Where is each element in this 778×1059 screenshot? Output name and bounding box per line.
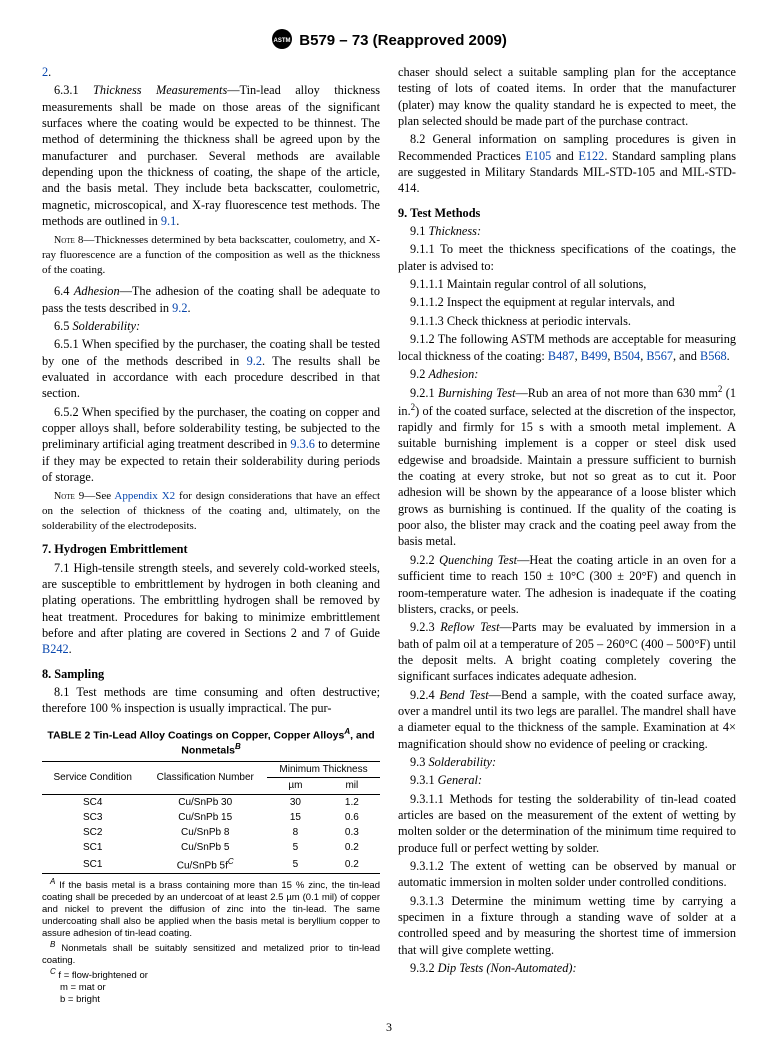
page-header: ASTM B579 – 73 (Reapproved 2009) bbox=[42, 28, 736, 54]
para-9-2-1: 9.2.1 Burnishing Test—Rub an area of not… bbox=[398, 384, 736, 550]
section-7-title: 7. Hydrogen Embrittlement bbox=[42, 541, 380, 557]
th-mil: mil bbox=[324, 778, 380, 794]
table-row: SC3Cu/SnPb 15150.6 bbox=[42, 810, 380, 825]
para-9-1-1: 9.1.1 To meet the thickness specificatio… bbox=[398, 241, 736, 274]
para-6-5-head: 6.5 Solderability: bbox=[42, 318, 380, 334]
page-number: 3 bbox=[42, 1020, 736, 1035]
note-9: Note 9—See Appendix X2 for design consid… bbox=[42, 489, 380, 533]
para-9-1-head: 9.1 Thickness: bbox=[398, 223, 736, 239]
table-row: SC1Cu/SnPb 550.2 bbox=[42, 840, 380, 855]
para-8-1-cont: chaser should select a suitable sampling… bbox=[398, 64, 736, 129]
table-2-grid: Service Condition Classification Number … bbox=[42, 761, 380, 874]
th-min: Minimum Thickness bbox=[267, 761, 380, 777]
table-2-title: TABLE 2 Tin-Lead Alloy Coatings on Coppe… bbox=[42, 727, 380, 757]
body-columns: 2. 6.3.1 Thickness Measurements—Tin-lead… bbox=[42, 64, 736, 1006]
section-8-title: 8. Sampling bbox=[42, 666, 380, 682]
para-7-1: 7.1 High-tensile strength steels, and se… bbox=[42, 560, 380, 658]
para-9-1-1-3: 9.1.1.3 Check thickness at periodic inte… bbox=[398, 313, 736, 329]
para-9-2-3: 9.2.3 Reflow Test—Parts may be evaluated… bbox=[398, 619, 736, 684]
table-row: SC1Cu/SnPb 5fC50.2 bbox=[42, 856, 380, 874]
para-9-3-1-3: 9.3.1.3 Determine the minimum wetting ti… bbox=[398, 893, 736, 958]
para-8-2: 8.2 General information on sampling proc… bbox=[398, 131, 736, 196]
th-class: Classification Number bbox=[143, 761, 267, 794]
para-9-3-2-head: 9.3.2 Dip Tests (Non-Automated): bbox=[398, 960, 736, 976]
para-9-3-head: 9.3 Solderability: bbox=[398, 754, 736, 770]
para-6-5-2: 6.5.2 When specified by the purchaser, t… bbox=[42, 404, 380, 486]
table-2-footnotes: A If the basis metal is a brass containi… bbox=[42, 877, 380, 1005]
page: ASTM B579 – 73 (Reapproved 2009) 2. 6.3.… bbox=[0, 0, 778, 1059]
table-row: SC2Cu/SnPb 880.3 bbox=[42, 825, 380, 840]
para-8-1: 8.1 Test methods are time consuming and … bbox=[42, 684, 380, 717]
section-9-title: 9. Test Methods bbox=[398, 205, 736, 221]
th-service: Service Condition bbox=[42, 761, 143, 794]
svg-text:ASTM: ASTM bbox=[274, 38, 291, 44]
para-9-1-2: 9.1.2 The following ASTM methods are acc… bbox=[398, 331, 736, 364]
para-9-3-1-head: 9.3.1 General: bbox=[398, 772, 736, 788]
para-9-2-head: 9.2 Adhesion: bbox=[398, 366, 736, 382]
para-6-3-1: 6.3.1 Thickness Measurements—Tin-lead al… bbox=[42, 82, 380, 229]
table-2: TABLE 2 Tin-Lead Alloy Coatings on Coppe… bbox=[42, 727, 380, 1006]
note-8: Note 8—Thicknesses determined by beta ba… bbox=[42, 233, 380, 277]
para-9-2-4: 9.2.4 Bend Test—Bend a sample, with the … bbox=[398, 687, 736, 752]
para-9-2-2: 9.2.2 Quenching Test—Heat the coating ar… bbox=[398, 552, 736, 617]
para-9-3-1-2: 9.3.1.2 The extent of wetting can be obs… bbox=[398, 858, 736, 891]
para-6-4: 6.4 Adhesion—The adhesion of the coating… bbox=[42, 283, 380, 316]
para-9-1-1-2: 9.1.1.2 Inspect the equipment at regular… bbox=[398, 294, 736, 310]
th-um: µm bbox=[267, 778, 324, 794]
designation: B579 – 73 (Reapproved 2009) bbox=[299, 32, 507, 49]
ref-link: 2. bbox=[42, 64, 380, 80]
para-6-5-1: 6.5.1 When specified by the purchaser, t… bbox=[42, 336, 380, 401]
table-row: SC4Cu/SnPb 30301.2 bbox=[42, 794, 380, 810]
para-9-1-1-1: 9.1.1.1 Maintain regular control of all … bbox=[398, 276, 736, 292]
para-9-3-1-1: 9.3.1.1 Methods for testing the solderab… bbox=[398, 791, 736, 856]
astm-logo-icon: ASTM bbox=[271, 28, 293, 54]
